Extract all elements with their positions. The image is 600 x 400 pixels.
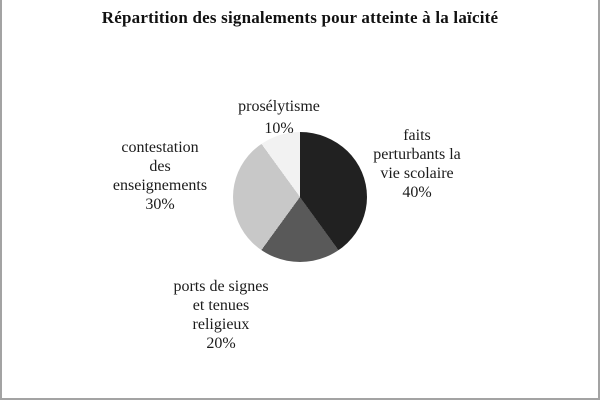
slice-label-line: vie scolaire (380, 165, 454, 182)
slice-label-contestation: contestation des enseignements 30% (113, 138, 207, 214)
slice-value-label: 10% (264, 120, 294, 137)
slice-label-line: et tenues (192, 297, 250, 314)
slice-label-line: des (149, 158, 171, 175)
slice-label-line: contestation (121, 139, 199, 156)
chart-title: Répartition des signalements pour attein… (101, 8, 499, 27)
slice-value-label: 20% (206, 335, 236, 352)
slice-label-proselytisme: prosélytisme 10% (238, 96, 320, 140)
slice-label-line: religieux (192, 316, 250, 333)
slice-label-line: enseignements (112, 177, 208, 194)
slice-label-line: prosélytisme (238, 98, 320, 115)
slice-value-label: 30% (145, 196, 175, 213)
slice-label-line: ports de signes (173, 278, 269, 295)
slice-label-line: perturbants la (373, 146, 461, 163)
pie-chart (233, 132, 367, 262)
slice-value-label: 40% (402, 184, 432, 201)
slice-label-ports-de-signes: ports de signes et tenues religieux 20% (173, 277, 268, 353)
slice-label-faits-perturbants: faits perturbants la vie scolaire 40% (373, 126, 461, 202)
slice-label-line: faits (403, 127, 431, 144)
